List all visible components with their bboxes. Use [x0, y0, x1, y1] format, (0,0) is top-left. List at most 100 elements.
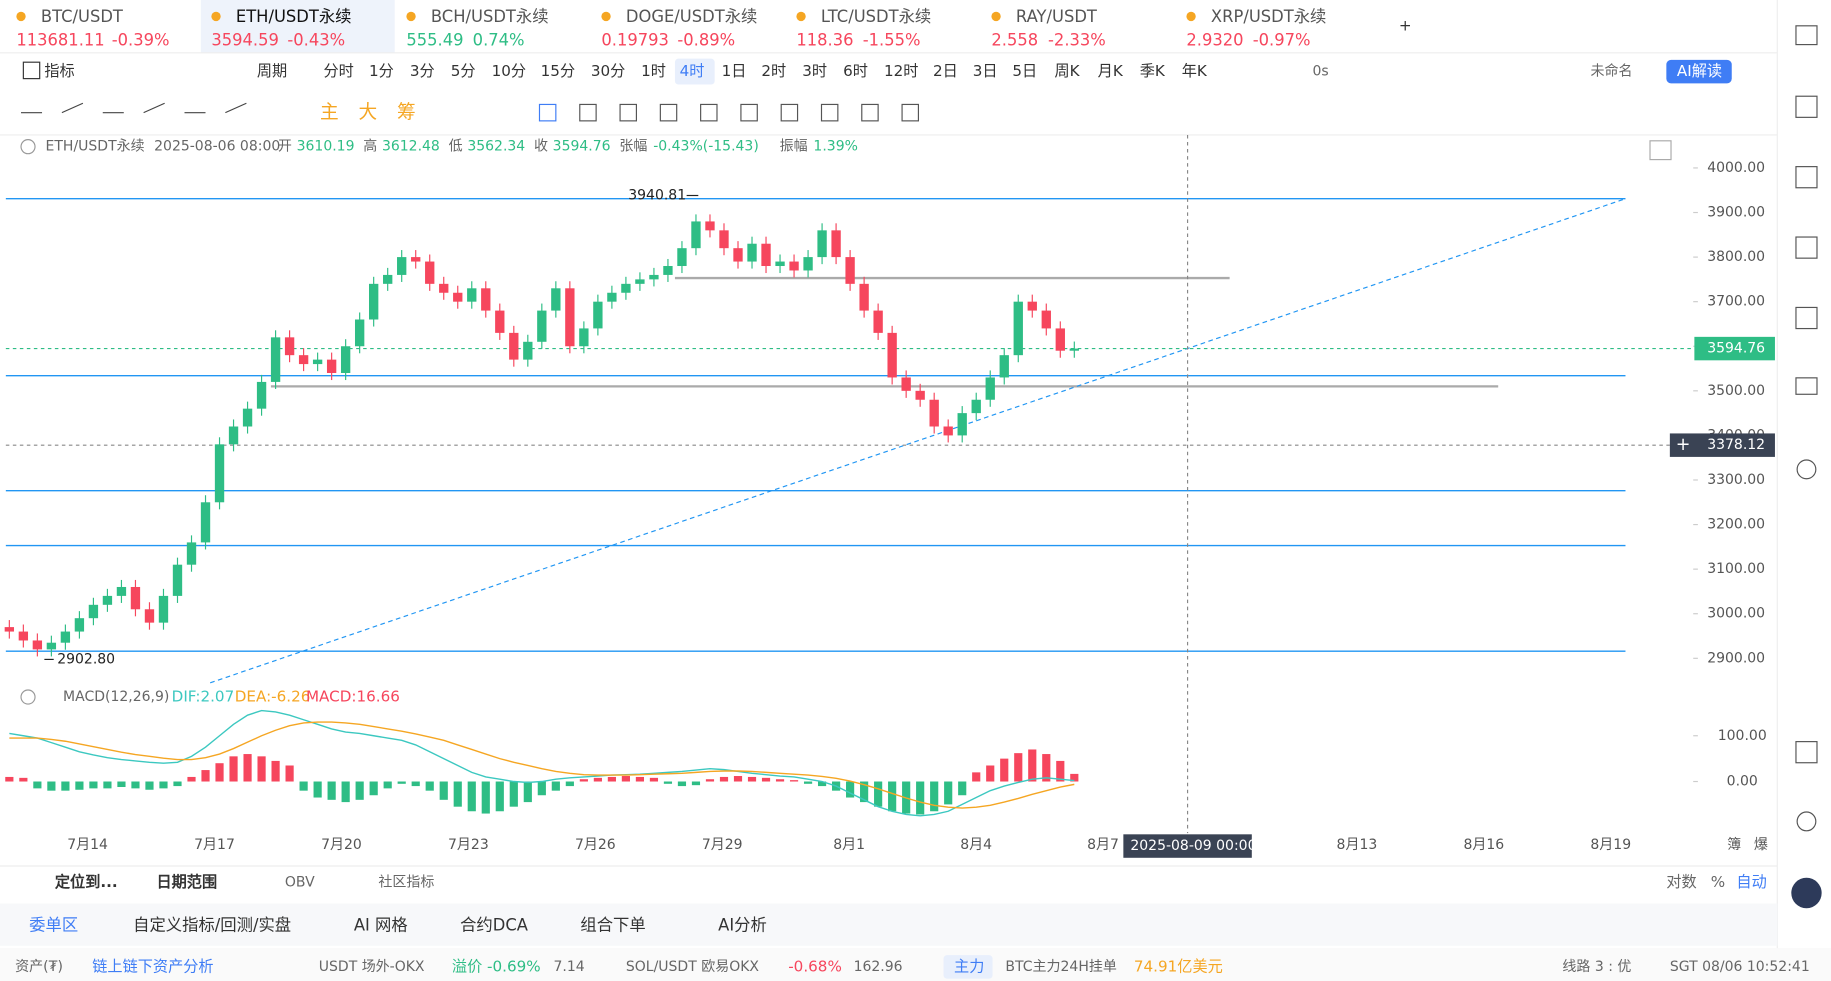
tool-icon[interactable]	[619, 103, 637, 122]
scale-option[interactable]: 自动	[1736, 873, 1766, 891]
ticker-name[interactable]: XRP/USDT永续	[1211, 7, 1326, 26]
tool-icon[interactable]	[579, 103, 597, 122]
ticker-name[interactable]: BCH/USDT永续	[431, 7, 549, 26]
axis-extra[interactable]: 簿	[1727, 837, 1741, 853]
tool-icon[interactable]	[901, 103, 920, 122]
sidebar-icon[interactable]	[1795, 377, 1818, 395]
obv-button[interactable]: OBV	[285, 874, 315, 890]
sidebar-icon[interactable]	[1795, 741, 1818, 764]
interval[interactable]: 5分	[451, 62, 476, 80]
tool-icon[interactable]	[143, 102, 165, 114]
interval[interactable]: 季K	[1140, 62, 1166, 80]
ticker-name[interactable]: LTC/USDT永续	[821, 7, 931, 26]
add-tab[interactable]: +	[1399, 16, 1412, 34]
candle	[887, 332, 897, 378]
sidebar-icon[interactable]	[1795, 236, 1818, 259]
indicator-button[interactable]: 指标	[44, 62, 74, 80]
ticker-name[interactable]: RAY/USDT	[1016, 7, 1098, 26]
sidebar-icon[interactable]	[1795, 95, 1818, 118]
candle	[859, 283, 869, 311]
ai-button-bg[interactable]	[1666, 59, 1732, 84]
tool-icon[interactable]	[659, 103, 678, 122]
candle	[158, 595, 169, 623]
macd-bar	[271, 760, 280, 782]
tool-icon[interactable]	[225, 102, 247, 114]
interval[interactable]: 年K	[1182, 62, 1208, 80]
draw-tool[interactable]: 大	[358, 102, 377, 123]
analysis-link[interactable]: 链上链下资产分析	[92, 957, 213, 975]
high-marker: 3940.81	[628, 187, 686, 203]
candle	[593, 301, 603, 329]
sidebar-icon[interactable]	[1795, 166, 1818, 189]
scale-option[interactable]: %	[1711, 873, 1725, 891]
ticker-name[interactable]: ETH/USDT永续	[236, 7, 352, 26]
macd-bar	[159, 781, 168, 789]
interval[interactable]: 30分	[591, 62, 625, 80]
tool-icon[interactable]	[780, 103, 799, 122]
tab[interactable]: 自定义指标/回测/实盘	[133, 915, 291, 934]
date-range-button[interactable]: 日期范围	[156, 873, 217, 891]
x-tick-label: 7月23	[448, 837, 489, 853]
interval[interactable]: 5日	[1012, 62, 1037, 80]
x-tick-label: 8月1	[833, 837, 865, 853]
tab[interactable]: 组合下单	[580, 915, 645, 934]
axis-extra[interactable]: 爆	[1754, 837, 1768, 853]
tab[interactable]: 合约DCA	[460, 915, 529, 934]
collapse-icon[interactable]	[20, 139, 36, 155]
sidebar-icon[interactable]	[1795, 25, 1818, 46]
ticker-name[interactable]: BTC/USDT	[41, 7, 124, 26]
sidebar-icon[interactable]	[1796, 459, 1817, 480]
ticker-icon	[16, 11, 26, 22]
macd-bar	[201, 770, 210, 782]
layout-name[interactable]: 未命名	[1590, 63, 1632, 80]
period-button[interactable]: 周期	[257, 62, 287, 80]
tool-icon[interactable]	[700, 103, 718, 122]
tab[interactable]: AI 网格	[354, 915, 408, 934]
collapse-icon[interactable]	[20, 689, 36, 705]
tool-icon[interactable]	[861, 103, 879, 122]
fullscreen-icon[interactable]	[1649, 140, 1672, 161]
interval[interactable]: 3分	[410, 62, 435, 80]
interval[interactable]: 6时	[843, 62, 868, 80]
interval[interactable]: 12时	[884, 62, 918, 80]
locate-button[interactable]: 定位到...	[55, 873, 118, 891]
assistant-icon[interactable]	[1791, 877, 1822, 909]
tool-icon[interactable]	[740, 103, 758, 122]
interval[interactable]: 分时	[323, 62, 353, 80]
y-tick-label: 3700.00	[1707, 294, 1765, 310]
low-marker: 2902.80	[57, 651, 115, 667]
tool-icon[interactable]	[820, 103, 839, 122]
y-tick-label: 3500.00	[1707, 383, 1765, 399]
interval[interactable]: 1分	[369, 62, 394, 80]
draw-tool[interactable]: 筹	[397, 102, 416, 123]
draw-tool[interactable]: 主	[320, 102, 339, 123]
interval[interactable]: 15分	[541, 62, 575, 80]
tool-icon[interactable]	[538, 103, 557, 122]
ai-button[interactable]: AI解读	[1677, 62, 1722, 80]
assets[interactable]: 资产(₮)	[15, 959, 63, 975]
interval[interactable]: 1日	[722, 62, 747, 80]
tab[interactable]: AI分析	[718, 915, 767, 934]
interval[interactable]: 月K	[1098, 62, 1124, 80]
tab[interactable]: 委单区	[29, 915, 78, 934]
community-button[interactable]: 社区指标	[378, 874, 434, 890]
interval[interactable]: 3时	[802, 62, 827, 80]
interval[interactable]: 3日	[973, 62, 998, 80]
candle	[957, 413, 967, 436]
ticker-name[interactable]: DOGE/USDT永续	[626, 7, 757, 26]
sidebar-icon[interactable]	[1796, 811, 1817, 832]
candle	[144, 609, 155, 623]
interval[interactable]: 2日	[933, 62, 958, 80]
interval[interactable]: 1时	[641, 62, 666, 80]
macd-bar	[733, 776, 743, 782]
interval[interactable]: 周K	[1054, 62, 1080, 80]
sidebar-icon[interactable]	[1795, 306, 1818, 330]
interval[interactable]: 10分	[492, 62, 526, 80]
interval[interactable]: 2时	[761, 62, 786, 80]
candle	[228, 426, 239, 445]
tool-icon[interactable]	[61, 102, 84, 114]
interval[interactable]: 4时	[680, 62, 705, 80]
scale-option[interactable]: 对数	[1666, 873, 1696, 891]
ticker-change: -0.43%	[287, 31, 345, 50]
macd-bar	[958, 781, 967, 796]
